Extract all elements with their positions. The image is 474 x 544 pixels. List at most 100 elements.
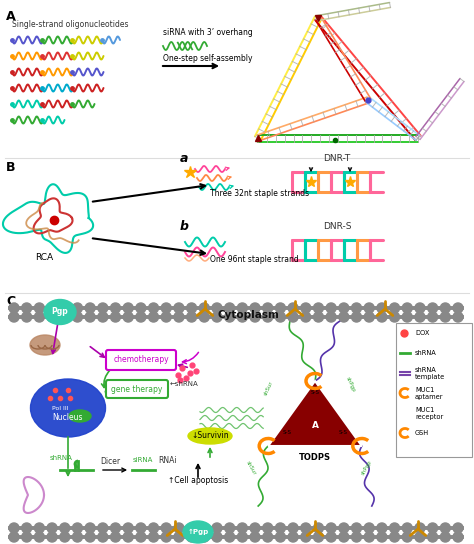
Circle shape <box>415 532 425 542</box>
Circle shape <box>352 303 362 313</box>
Circle shape <box>148 312 159 322</box>
Circle shape <box>123 532 133 542</box>
Circle shape <box>34 523 45 533</box>
Text: One 96nt staple strand: One 96nt staple strand <box>210 255 299 264</box>
Circle shape <box>47 523 57 533</box>
Circle shape <box>60 523 70 533</box>
Circle shape <box>136 312 146 322</box>
Circle shape <box>34 532 45 542</box>
Text: S-S: S-S <box>283 430 292 435</box>
Circle shape <box>73 312 82 322</box>
Text: shSur: shSur <box>263 380 274 396</box>
Circle shape <box>9 312 19 322</box>
FancyBboxPatch shape <box>396 323 472 457</box>
Polygon shape <box>268 381 362 446</box>
Circle shape <box>415 523 425 533</box>
Text: One-step self-assembly: One-step self-assembly <box>163 54 253 63</box>
Circle shape <box>288 523 298 533</box>
Circle shape <box>339 523 349 533</box>
Circle shape <box>110 312 120 322</box>
Circle shape <box>85 312 95 322</box>
Circle shape <box>199 303 210 313</box>
Circle shape <box>136 303 146 313</box>
Circle shape <box>212 523 222 533</box>
Circle shape <box>453 303 463 313</box>
Text: DNR-S: DNR-S <box>323 222 351 231</box>
Circle shape <box>148 532 159 542</box>
Text: ←shRNA: ←shRNA <box>170 381 199 387</box>
Circle shape <box>199 312 210 322</box>
Text: chemotherapy: chemotherapy <box>113 355 169 364</box>
FancyBboxPatch shape <box>106 380 168 398</box>
Text: shRNA
template: shRNA template <box>415 367 445 380</box>
Circle shape <box>22 523 32 533</box>
Circle shape <box>364 312 374 322</box>
Circle shape <box>440 303 450 313</box>
Circle shape <box>148 303 159 313</box>
Circle shape <box>22 532 32 542</box>
Circle shape <box>339 312 349 322</box>
Circle shape <box>237 303 247 313</box>
Text: RCA: RCA <box>35 253 53 262</box>
Circle shape <box>98 303 108 313</box>
Circle shape <box>250 523 260 533</box>
Circle shape <box>161 532 171 542</box>
Circle shape <box>199 532 210 542</box>
Circle shape <box>73 523 82 533</box>
Circle shape <box>440 523 450 533</box>
Circle shape <box>60 532 70 542</box>
Circle shape <box>225 523 235 533</box>
Text: shPgp: shPgp <box>360 459 373 476</box>
Circle shape <box>212 532 222 542</box>
Circle shape <box>85 523 95 533</box>
Circle shape <box>440 532 450 542</box>
Circle shape <box>313 312 323 322</box>
Circle shape <box>339 303 349 313</box>
Text: Pgp: Pgp <box>52 307 68 317</box>
Text: MUC1
aptamer: MUC1 aptamer <box>415 386 444 399</box>
Circle shape <box>187 312 197 322</box>
Circle shape <box>326 312 336 322</box>
Circle shape <box>390 312 400 322</box>
Circle shape <box>326 523 336 533</box>
Circle shape <box>34 303 45 313</box>
Circle shape <box>123 523 133 533</box>
Circle shape <box>22 312 32 322</box>
Ellipse shape <box>30 379 106 437</box>
Circle shape <box>364 303 374 313</box>
Circle shape <box>47 532 57 542</box>
Circle shape <box>212 303 222 313</box>
Circle shape <box>453 532 463 542</box>
Circle shape <box>136 523 146 533</box>
Text: A: A <box>311 421 319 430</box>
Text: S-S: S-S <box>338 430 347 435</box>
Circle shape <box>402 532 412 542</box>
Circle shape <box>275 303 285 313</box>
Circle shape <box>136 532 146 542</box>
Circle shape <box>161 303 171 313</box>
Text: ↑Pgp: ↑Pgp <box>187 529 209 535</box>
Circle shape <box>98 312 108 322</box>
Circle shape <box>313 523 323 533</box>
Text: B: B <box>6 161 16 174</box>
Circle shape <box>275 523 285 533</box>
Circle shape <box>47 303 57 313</box>
Text: shSur: shSur <box>245 460 257 476</box>
Circle shape <box>212 312 222 322</box>
Text: DNR-T: DNR-T <box>323 154 351 163</box>
Circle shape <box>352 532 362 542</box>
Circle shape <box>250 532 260 542</box>
Text: Pol III: Pol III <box>52 406 68 411</box>
Text: GSH: GSH <box>415 430 429 436</box>
Circle shape <box>352 523 362 533</box>
Circle shape <box>187 532 197 542</box>
Circle shape <box>225 532 235 542</box>
Circle shape <box>34 312 45 322</box>
Circle shape <box>288 303 298 313</box>
Text: a: a <box>180 152 188 165</box>
Circle shape <box>250 312 260 322</box>
Circle shape <box>237 523 247 533</box>
Circle shape <box>225 303 235 313</box>
Circle shape <box>263 312 273 322</box>
Circle shape <box>428 532 438 542</box>
